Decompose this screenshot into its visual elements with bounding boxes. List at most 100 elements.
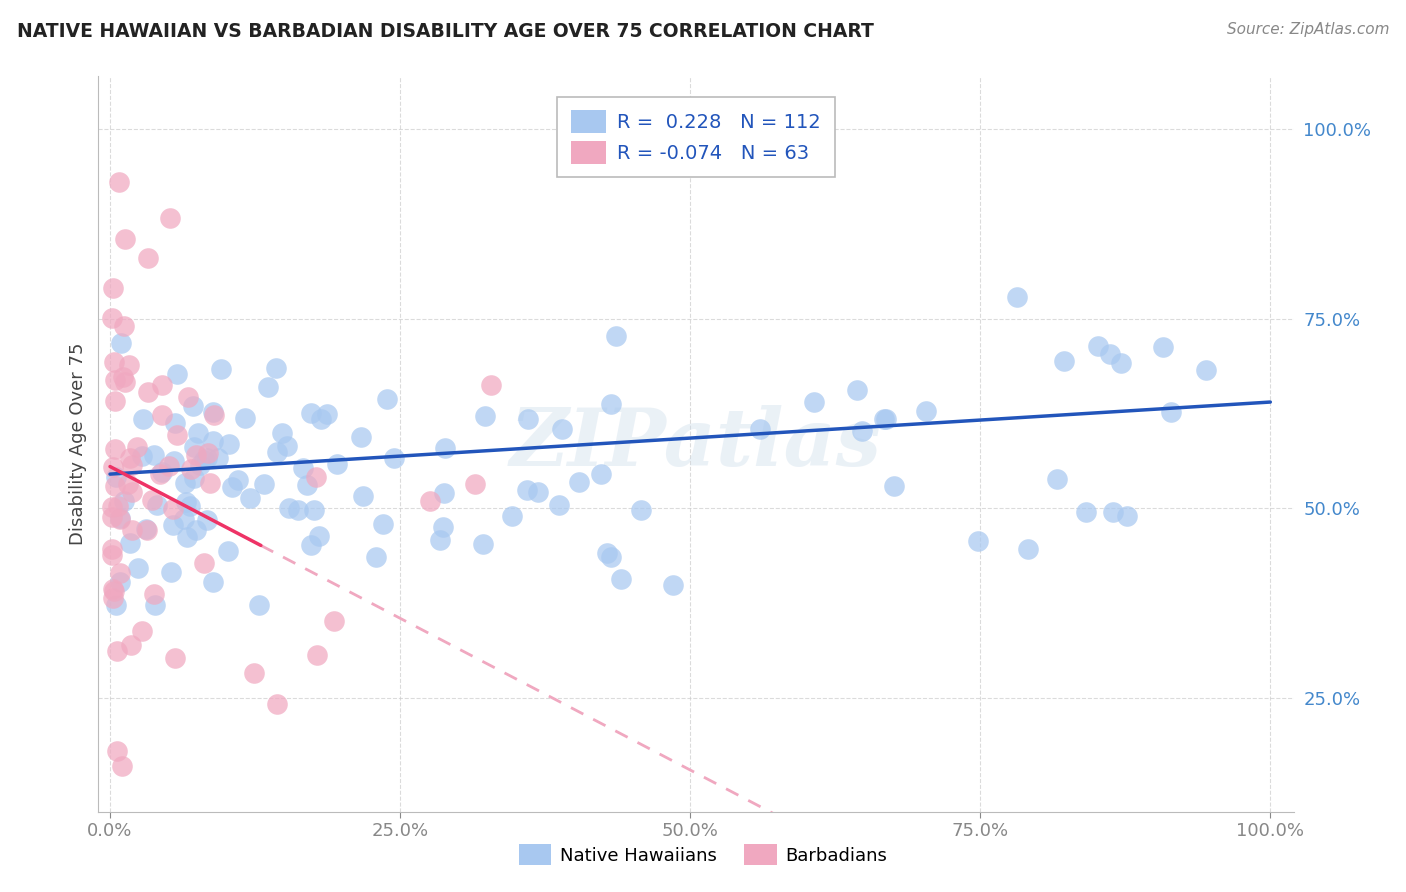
Point	[132, 412, 155, 426]
Point	[152, 466, 174, 480]
Point	[101, 311, 124, 326]
Point	[1053, 354, 1076, 368]
Point	[271, 426, 294, 441]
Point	[1017, 541, 1039, 556]
Point	[176, 390, 198, 404]
Point	[202, 409, 225, 423]
Point	[221, 480, 243, 494]
Point	[464, 476, 486, 491]
Point	[159, 565, 181, 579]
Point	[112, 494, 135, 508]
Point	[257, 380, 280, 394]
Point	[309, 412, 332, 426]
Point	[375, 392, 398, 407]
Point	[150, 378, 173, 392]
Text: Source: ZipAtlas.com: Source: ZipAtlas.com	[1226, 22, 1389, 37]
Point	[595, 546, 617, 560]
Point	[299, 406, 322, 420]
Point	[163, 416, 186, 430]
Point	[104, 373, 127, 387]
Point	[803, 395, 825, 409]
Point	[104, 470, 127, 484]
Point	[202, 405, 225, 419]
Point	[419, 493, 441, 508]
Point	[162, 517, 184, 532]
Point	[609, 572, 631, 586]
Point	[479, 377, 502, 392]
Point	[159, 211, 181, 226]
Point	[127, 440, 149, 454]
Point	[302, 502, 325, 516]
Y-axis label: Disability Age Over 75: Disability Age Over 75	[69, 343, 87, 545]
Point	[568, 475, 591, 489]
Point	[101, 281, 124, 295]
Point	[474, 409, 496, 423]
Point	[433, 441, 456, 455]
Point	[110, 574, 132, 589]
Point	[176, 530, 198, 544]
Point	[135, 523, 157, 537]
Point	[846, 383, 869, 397]
Point	[110, 566, 132, 581]
Point	[163, 454, 186, 468]
Point	[851, 424, 873, 438]
Point	[117, 477, 139, 491]
Point	[108, 511, 131, 525]
Point	[184, 523, 207, 537]
Point	[233, 411, 256, 425]
Point	[193, 556, 215, 570]
Point	[146, 498, 169, 512]
Point	[914, 404, 936, 418]
Point	[104, 598, 127, 612]
Point	[114, 232, 136, 246]
Point	[264, 360, 287, 375]
Point	[287, 503, 309, 517]
Point	[516, 412, 538, 426]
Point	[131, 624, 153, 638]
Point	[501, 508, 523, 523]
Point	[1195, 363, 1218, 377]
Point	[105, 644, 128, 658]
Point	[749, 422, 772, 436]
Point	[101, 549, 124, 563]
Point	[316, 407, 339, 421]
Point	[371, 516, 394, 531]
Point	[105, 744, 128, 758]
Point	[382, 451, 405, 466]
Point	[121, 458, 143, 472]
Point	[516, 483, 538, 497]
Point	[143, 598, 166, 612]
Point	[276, 439, 298, 453]
Point	[195, 513, 218, 527]
Point	[101, 541, 124, 556]
Point	[114, 375, 136, 389]
Point	[266, 697, 288, 711]
Point	[184, 448, 207, 462]
Point	[104, 442, 127, 456]
Point	[247, 599, 270, 613]
Point	[349, 430, 371, 444]
Point	[662, 578, 685, 592]
Point	[101, 591, 124, 606]
Point	[1074, 505, 1097, 519]
Point	[195, 450, 218, 465]
Legend: R =  0.228   N = 112, R = -0.074   N = 63: R = 0.228 N = 112, R = -0.074 N = 63	[557, 96, 835, 178]
Point	[121, 523, 143, 537]
Text: ZIPatlas: ZIPatlas	[510, 405, 882, 483]
Point	[209, 362, 232, 376]
Point	[150, 408, 173, 422]
Point	[104, 393, 127, 408]
Point	[551, 422, 574, 436]
Point	[600, 549, 623, 564]
Point	[103, 460, 125, 475]
Point	[135, 522, 157, 536]
Point	[471, 537, 494, 551]
Point	[239, 491, 262, 506]
Point	[253, 477, 276, 491]
Point	[183, 440, 205, 454]
Point	[364, 550, 387, 565]
Point	[118, 359, 141, 373]
Point	[104, 479, 127, 493]
Point	[630, 503, 652, 517]
Point	[103, 583, 125, 598]
